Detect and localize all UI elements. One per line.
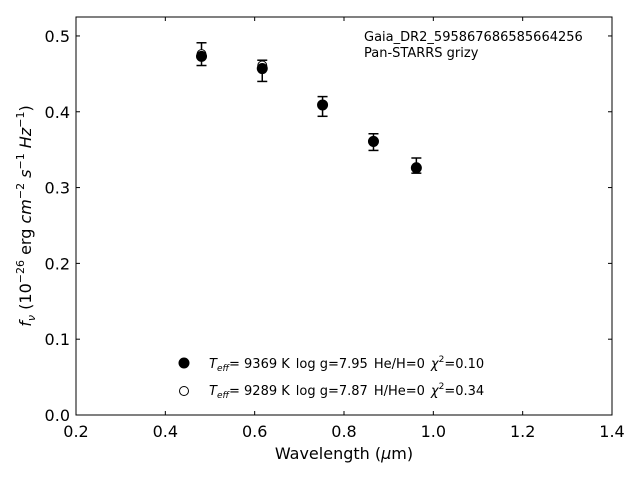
- data-points: [196, 49, 422, 174]
- model-point-filled: [317, 99, 329, 111]
- model-point-filled: [367, 135, 379, 147]
- x-tick-label: 0.8: [331, 422, 356, 441]
- y-tick-label: 0.5: [45, 27, 70, 46]
- legend-marker-filled: [178, 357, 190, 369]
- y-tick-label: 0.0: [45, 406, 70, 425]
- y-tick-label: 0.4: [45, 103, 70, 122]
- model-point-filled: [256, 63, 268, 75]
- legend-marker-open: [179, 386, 189, 396]
- y-axis-label: fν (10−26 erg cm−2 s−1 Hz−1): [14, 105, 38, 326]
- x-tick-label: 1.2: [510, 422, 535, 441]
- x-tick-label: 0.2: [63, 422, 88, 441]
- x-tick-label: 0.4: [153, 422, 178, 441]
- plot-frame: [75, 16, 613, 416]
- x-tick-label: 1.0: [421, 422, 446, 441]
- axis-ticks: 0.2 0.4 0.6 0.8 1.0 1.2 1.4 0.0 0.1 0.2 0.3 0.4 0.5: [45, 17, 625, 441]
- model-point-filled: [196, 50, 208, 62]
- annotation-survey: Pan-STARRS grizy: [364, 46, 479, 61]
- y-tick-label: 0.2: [45, 254, 70, 273]
- x-tick-label: 0.6: [242, 422, 267, 441]
- annotation-star-id: Gaia_DR2_595867686585664256: [364, 30, 583, 45]
- y-tick-label: 0.3: [45, 179, 70, 198]
- model-point-filled: [410, 162, 422, 174]
- x-axis-label: Wavelength (μm): [275, 444, 413, 463]
- x-tick-label: 1.4: [599, 422, 624, 441]
- y-tick-label: 0.1: [45, 330, 70, 349]
